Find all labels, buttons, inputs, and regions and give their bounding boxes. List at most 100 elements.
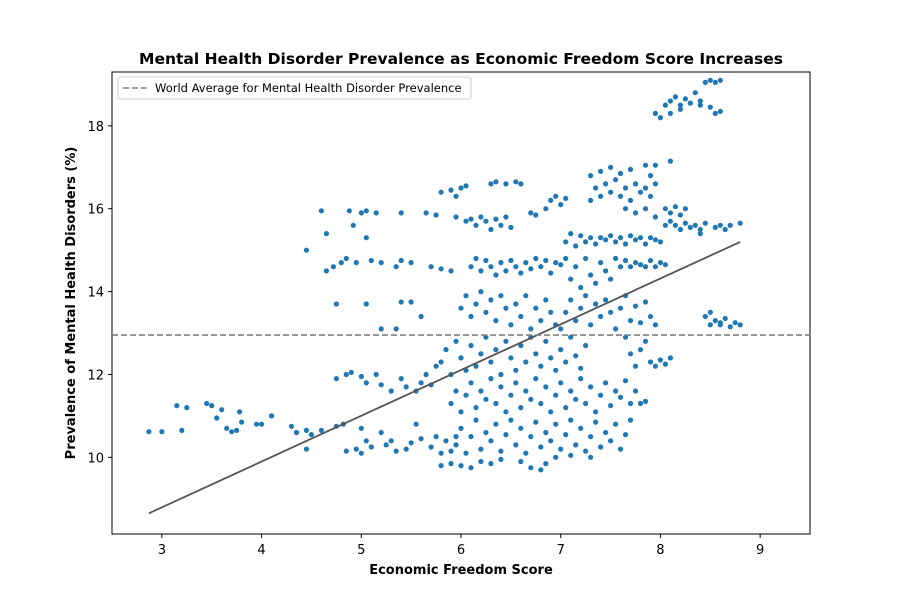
data-point-123 (483, 257, 489, 264)
data-point-238 (493, 421, 499, 427)
data-point-280 (558, 326, 564, 332)
data-point-247 (538, 444, 544, 450)
data-point-411 (672, 94, 679, 100)
data-point-395 (722, 226, 728, 233)
y-tick-label: 10 (87, 451, 104, 466)
data-point-59 (363, 380, 369, 386)
data-point-231 (458, 425, 464, 431)
data-point-277 (553, 454, 559, 460)
data-point-27 (323, 231, 329, 237)
data-point-351 (593, 185, 599, 191)
data-point-132 (528, 266, 534, 272)
data-point-135 (543, 257, 549, 264)
data-point-96 (463, 183, 469, 189)
data-point-64 (403, 384, 409, 390)
data-point-422 (712, 110, 718, 116)
data-point-99 (468, 216, 474, 222)
data-point-246 (533, 419, 539, 425)
data-point-211 (553, 392, 559, 398)
data-point-262 (613, 421, 619, 427)
y-tick-label: 16 (87, 203, 104, 218)
data-point-406 (717, 320, 723, 326)
data-point-279 (588, 454, 594, 460)
data-point-13 (239, 419, 245, 425)
data-point-239 (498, 448, 504, 454)
data-point-171 (493, 347, 499, 353)
data-point-149 (503, 305, 509, 311)
data-point-260 (603, 429, 609, 436)
data-point-314 (588, 272, 594, 278)
data-point-47 (378, 326, 384, 332)
x-tick-label: 3 (158, 543, 166, 558)
data-point-104 (493, 216, 499, 222)
data-point-265 (627, 417, 634, 423)
data-point-292 (617, 305, 624, 311)
data-point-157 (543, 297, 549, 303)
data-point-174 (508, 355, 514, 361)
data-point-115 (543, 206, 549, 212)
data-point-404 (737, 322, 743, 328)
data-point-1 (159, 429, 165, 435)
data-point-80 (428, 444, 434, 450)
data-point-35 (358, 210, 364, 216)
data-point-29 (330, 264, 336, 270)
data-point-197 (483, 396, 489, 402)
data-point-256 (583, 448, 589, 454)
data-point-399 (712, 318, 718, 324)
data-point-206 (528, 396, 534, 402)
data-point-92 (438, 189, 444, 195)
data-point-81 (433, 434, 439, 440)
data-point-113 (528, 210, 534, 216)
data-point-14 (254, 421, 260, 427)
data-point-8 (219, 407, 225, 413)
data-point-276 (543, 461, 549, 467)
data-point-199 (493, 400, 499, 407)
data-point-53 (438, 266, 444, 272)
data-point-369 (642, 162, 649, 168)
data-point-414 (687, 100, 693, 106)
data-point-74 (388, 438, 394, 444)
data-point-109 (493, 179, 499, 185)
data-point-73 (378, 429, 384, 436)
data-point-4 (184, 405, 190, 411)
data-point-119 (563, 195, 569, 201)
x-tick-label: 8 (656, 543, 664, 558)
data-point-295 (632, 303, 639, 309)
data-point-356 (617, 193, 624, 199)
data-point-362 (647, 193, 654, 199)
data-point-105 (498, 222, 504, 228)
data-point-408 (657, 115, 664, 121)
data-point-107 (508, 224, 514, 230)
data-point-361 (642, 185, 649, 191)
data-point-323 (632, 260, 639, 266)
data-point-152 (518, 313, 524, 320)
data-point-148 (498, 293, 504, 299)
data-point-136 (548, 270, 554, 276)
data-point-368 (627, 166, 634, 172)
data-point-415 (692, 90, 698, 96)
data-point-230 (453, 442, 459, 448)
y-tick-label: 18 (87, 120, 104, 135)
y-axis-title: Prevalence of Mental Health Disorders (%… (64, 147, 79, 460)
data-point-137 (553, 260, 559, 266)
data-point-304 (667, 355, 674, 361)
data-point-38 (373, 210, 379, 216)
data-point-342 (622, 241, 629, 247)
data-point-158 (548, 309, 554, 315)
data-point-163 (453, 338, 459, 344)
data-point-316 (598, 260, 604, 266)
data-point-267 (448, 461, 454, 467)
data-point-198 (488, 376, 494, 382)
data-point-7 (214, 415, 220, 421)
data-point-3 (179, 427, 185, 433)
data-point-156 (538, 318, 544, 324)
data-point-374 (642, 206, 649, 212)
data-point-0 (146, 429, 152, 435)
data-point-69 (433, 363, 439, 369)
data-point-286 (588, 322, 594, 328)
data-point-95 (458, 185, 464, 191)
x-axis-title: Economic Freedom Score (369, 563, 553, 578)
data-point-322 (627, 264, 634, 270)
data-point-388 (692, 222, 698, 228)
data-point-370 (647, 173, 654, 179)
